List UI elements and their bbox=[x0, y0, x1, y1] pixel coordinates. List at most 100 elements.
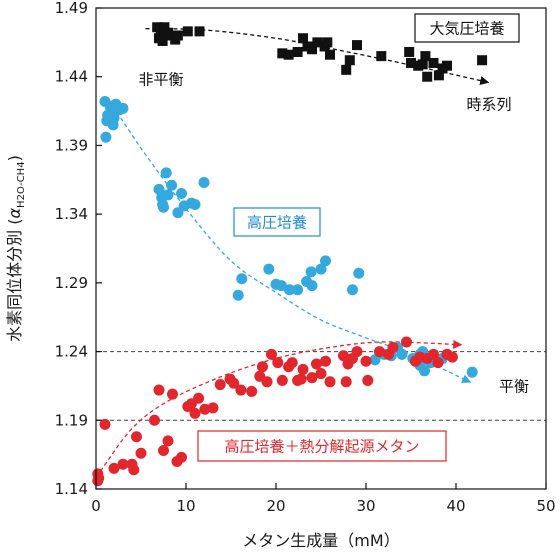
point-series1-28 bbox=[275, 280, 287, 292]
point-series0-14 bbox=[298, 33, 308, 44]
y-tick-label-6: 1.44 bbox=[55, 68, 88, 86]
annotation-text-5: 高圧培養＋熱分解起源メタン bbox=[224, 438, 419, 456]
point-series2-27 bbox=[246, 385, 258, 397]
point-series0-31 bbox=[428, 57, 439, 68]
point-series2-30 bbox=[261, 376, 273, 388]
point-series0-28 bbox=[417, 59, 428, 70]
point-series0-25 bbox=[404, 46, 415, 57]
point-series2-25 bbox=[228, 377, 240, 389]
point-series2-12 bbox=[158, 445, 169, 457]
data-points bbox=[92, 22, 488, 487]
x-tick-label-4: 40 bbox=[446, 497, 465, 515]
point-series2-9 bbox=[135, 447, 147, 459]
point-series2-8 bbox=[131, 431, 142, 443]
point-series1-7 bbox=[117, 102, 129, 114]
point-series1-14 bbox=[162, 189, 174, 201]
point-series0-22 bbox=[344, 55, 355, 66]
point-series0-19 bbox=[322, 37, 333, 48]
annotation-box-0 bbox=[414, 13, 520, 43]
point-series1-30 bbox=[292, 284, 304, 296]
x-axis-ticks: 0 10 20 30 40 50 bbox=[91, 483, 556, 515]
point-series2-2 bbox=[92, 475, 104, 487]
point-series0-26 bbox=[406, 57, 416, 68]
y-axis-label-paren-close: ) bbox=[5, 155, 24, 161]
y-tick-label-5: 1.39 bbox=[55, 136, 88, 154]
reference-lines bbox=[96, 351, 546, 421]
point-series2-61 bbox=[362, 374, 374, 386]
point-series2-57 bbox=[432, 357, 444, 369]
point-series2-35 bbox=[286, 357, 298, 369]
point-series2-38 bbox=[297, 363, 309, 375]
y-tick-label-7: 1.49 bbox=[55, 0, 88, 17]
point-series1-37 bbox=[353, 267, 365, 279]
point-series2-19 bbox=[189, 407, 201, 419]
point-series0-35 bbox=[477, 55, 488, 66]
plot-frame bbox=[95, 7, 547, 490]
point-series0-32 bbox=[433, 70, 444, 81]
point-series1-53 bbox=[419, 365, 430, 377]
annotation-text-1: 非平衡 bbox=[138, 71, 183, 89]
point-series0-11 bbox=[277, 48, 288, 59]
point-series2-37 bbox=[295, 373, 307, 385]
point-series0-10 bbox=[194, 26, 205, 37]
point-series2-3 bbox=[99, 418, 111, 430]
y-axis-label: 水素同位体分別 (αH2O-CH4) bbox=[5, 155, 27, 342]
point-series0-5 bbox=[157, 35, 168, 46]
y-axis-label-main: 水素同位体分別 bbox=[5, 230, 24, 342]
point-series2-44 bbox=[338, 350, 349, 362]
point-series1-34 bbox=[315, 263, 327, 275]
point-series0-34 bbox=[442, 60, 452, 71]
point-series2-26 bbox=[235, 384, 247, 396]
point-series0-30 bbox=[422, 71, 433, 82]
point-series1-9 bbox=[107, 119, 119, 131]
trend-arrow-1 bbox=[108, 99, 472, 383]
point-series1-25 bbox=[236, 273, 248, 285]
point-series0-29 bbox=[420, 51, 431, 62]
point-series1-36 bbox=[347, 284, 358, 296]
x-tick-label-2: 20 bbox=[266, 497, 285, 515]
y-axis-ticks: 1.14 1.19 1.24 1.29 1.34 1.39 1.44 1.49 bbox=[55, 0, 102, 498]
point-series0-20 bbox=[325, 49, 335, 60]
point-series2-23 bbox=[214, 379, 226, 391]
point-series2-22 bbox=[207, 402, 219, 414]
trend-arrow-2 bbox=[99, 339, 463, 472]
x-tick-label-3: 30 bbox=[356, 497, 375, 515]
point-series2-48 bbox=[360, 355, 372, 367]
point-series0-8 bbox=[172, 30, 183, 41]
point-series1-35 bbox=[320, 255, 331, 267]
point-series2-13 bbox=[162, 435, 174, 447]
point-series2-29 bbox=[257, 361, 268, 373]
point-series2-4 bbox=[108, 462, 120, 474]
point-series2-42 bbox=[320, 355, 331, 367]
point-series2-20 bbox=[193, 392, 205, 404]
point-series0-2 bbox=[159, 22, 170, 33]
y-tick-label-4: 1.34 bbox=[55, 205, 88, 223]
point-series0-16 bbox=[307, 44, 317, 55]
point-series2-10 bbox=[149, 414, 160, 426]
x-tick-label-1: 10 bbox=[176, 497, 195, 515]
point-series2-47 bbox=[351, 346, 363, 358]
point-series2-52 bbox=[401, 336, 412, 348]
point-series1-38 bbox=[369, 354, 381, 366]
point-series1-51 bbox=[466, 366, 478, 378]
annotation-text-2: 時系列 bbox=[466, 96, 511, 114]
y-tick-label-0: 1.14 bbox=[55, 480, 88, 498]
point-series2-33 bbox=[276, 374, 288, 386]
y-axis-label-subscript: H2O-CH4 bbox=[16, 161, 27, 208]
annotation-text-0: 大気圧培養 bbox=[429, 20, 504, 38]
point-series2-21 bbox=[199, 403, 211, 415]
point-series1-19 bbox=[160, 167, 172, 179]
point-series2-16 bbox=[176, 451, 187, 463]
point-series1-26 bbox=[263, 263, 275, 275]
point-series1-42 bbox=[396, 348, 408, 360]
point-series2-51 bbox=[387, 341, 399, 353]
point-series2-60 bbox=[340, 376, 352, 388]
x-tick-label-0: 0 bbox=[91, 497, 101, 515]
x-tick-label-5: 50 bbox=[536, 497, 555, 515]
point-series0-21 bbox=[341, 64, 352, 75]
point-series1-23 bbox=[198, 177, 210, 189]
annotation-text-4: 平衡 bbox=[499, 378, 529, 396]
y-tick-label-2: 1.24 bbox=[55, 343, 88, 361]
y-axis-label-paren-open: ( bbox=[5, 218, 24, 229]
